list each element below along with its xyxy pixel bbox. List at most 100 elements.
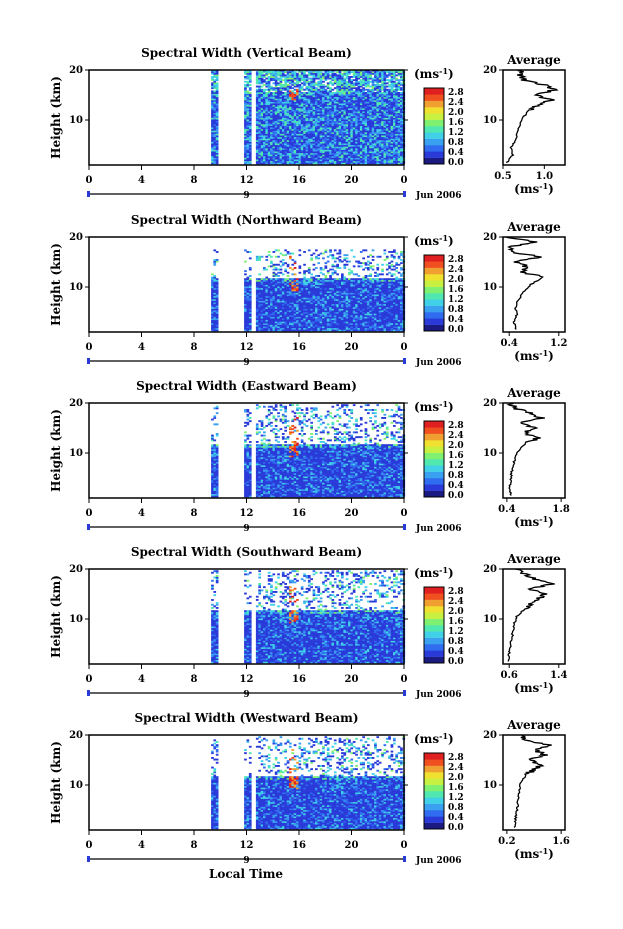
heatmap-cell — [244, 160, 247, 163]
heatmap-cell — [359, 101, 363, 104]
heatmap-cell — [213, 327, 217, 330]
heatmap-cell — [291, 92, 295, 94]
heatmap-cell — [376, 125, 380, 128]
heatmap-cell — [248, 319, 252, 322]
heatmap-cell — [355, 109, 358, 112]
heatmap-cell — [255, 93, 259, 96]
heatmap-cell — [312, 120, 316, 123]
heatmap-cell — [258, 100, 261, 102]
heatmap-cell — [345, 108, 349, 110]
heatmap-cell — [374, 106, 377, 109]
heatmap-cell — [400, 96, 403, 99]
heatmap-cell — [272, 316, 276, 319]
heatmap-cell — [211, 87, 214, 90]
heatmap-cell — [274, 149, 278, 152]
heatmap-cell — [263, 117, 266, 120]
heatmap-cell — [307, 120, 311, 123]
heatmap-cell — [265, 100, 269, 102]
heatmap-cell — [279, 119, 283, 122]
heatmap-cell — [359, 108, 363, 110]
heatmap-cell — [395, 120, 398, 123]
heatmap-cell — [263, 95, 266, 98]
heatmap-cell — [390, 125, 394, 128]
heatmap-cell — [279, 120, 283, 123]
heatmap-cell — [367, 117, 370, 120]
heatmap-cell — [258, 141, 261, 144]
heatmap-cell — [326, 149, 330, 152]
heatmap-cell — [374, 72, 377, 75]
heatmap-cell — [312, 77, 316, 80]
heatmap-cell — [400, 100, 403, 102]
heatmap-cell — [284, 76, 287, 78]
heatmap-cell — [248, 79, 252, 82]
heatmap-cell — [359, 109, 363, 112]
heatmap-cell — [279, 156, 283, 158]
heatmap-cell — [213, 156, 217, 158]
heatmap-cell — [367, 132, 370, 134]
heatmap-cell — [258, 80, 261, 83]
heatmap-cell — [246, 305, 250, 308]
heatmap-cell — [333, 111, 337, 114]
heatmap-cell — [315, 140, 318, 142]
heatmap-cell — [286, 114, 290, 117]
heatmap-cell — [322, 100, 325, 102]
heatmap-cell — [260, 327, 264, 330]
heatmap-cell — [248, 95, 252, 98]
heatmap-cell — [315, 90, 318, 93]
heatmap-cell — [357, 159, 361, 162]
heatmap-cell — [298, 152, 302, 155]
heatmap-cell — [350, 85, 354, 88]
heatmap-cell — [371, 140, 375, 142]
heatmap-cell — [244, 148, 247, 150]
heatmap-cell — [265, 327, 269, 330]
heatmap-cell — [300, 144, 304, 147]
heatmap-cell — [258, 120, 261, 123]
heatmap-cell — [307, 104, 311, 107]
heatmap-cell — [213, 76, 217, 78]
heatmap-cell — [333, 130, 337, 133]
heatmap-cell — [343, 144, 347, 147]
heatmap-cell — [274, 136, 278, 139]
heatmap-cell — [265, 119, 269, 122]
heatmap-cell — [272, 292, 276, 295]
heatmap-cell — [284, 124, 287, 126]
heatmap-cell — [383, 117, 387, 120]
colorbar-swatch — [424, 132, 444, 139]
heatmap-cell — [331, 112, 335, 115]
heatmap-cell — [248, 117, 252, 120]
heatmap-cell — [244, 294, 247, 297]
heatmap-cell — [246, 278, 250, 281]
heatmap-cell — [267, 315, 271, 317]
heatmap-cell — [296, 313, 299, 316]
heatmap-cell — [303, 157, 306, 160]
heatmap-cell — [317, 122, 321, 125]
heatmap-cell — [390, 114, 394, 117]
heatmap-cell — [279, 294, 283, 297]
heatmap-cell — [390, 127, 394, 130]
heatmap-cell — [263, 319, 266, 322]
heatmap-cell — [246, 108, 250, 110]
heatmap-cell — [281, 84, 285, 86]
heatmap-cell — [279, 85, 283, 88]
heatmap-cell — [336, 114, 339, 117]
heatmap-cell — [305, 114, 309, 117]
heatmap-cell — [341, 128, 344, 131]
heatmap-cell — [293, 148, 297, 150]
heatmap-cell — [378, 117, 382, 120]
heatmap-cell — [215, 120, 219, 123]
heatmap-cell — [281, 289, 285, 292]
heatmap-cell — [364, 111, 368, 114]
heatmap-cell — [291, 119, 295, 122]
heatmap-cell — [319, 160, 323, 163]
heatmap-cell — [244, 77, 247, 80]
heatmap-cell — [298, 116, 302, 118]
heatmap-cell — [367, 140, 370, 142]
heatmap-cell — [400, 103, 403, 106]
heatmap-cell — [317, 160, 321, 163]
heatmap-cell — [260, 125, 264, 128]
heatmap-cell — [267, 95, 271, 98]
heatmap-cell — [248, 278, 252, 281]
heatmap-cell — [211, 140, 214, 142]
heatmap-cell — [312, 125, 316, 128]
heatmap-cell — [331, 93, 335, 96]
